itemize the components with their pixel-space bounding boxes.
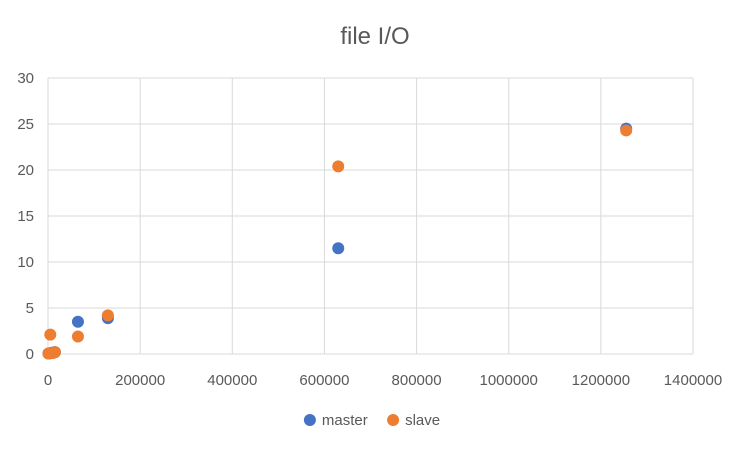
x-tick-label: 800000 [392, 372, 442, 389]
y-tick-label: 20 [17, 162, 34, 179]
y-tick-label: 30 [17, 70, 34, 87]
x-tick-label: 1400000 [664, 372, 722, 389]
x-tick-label: 1200000 [572, 372, 630, 389]
data-point-master [332, 242, 345, 255]
gridlines [47, 77, 694, 355]
legend: master slave [303, 412, 440, 429]
x-tick-label: 600000 [299, 372, 349, 389]
legend-label-slave: slave [405, 412, 440, 429]
data-point-slave [48, 346, 61, 359]
data-point-slave [332, 160, 345, 173]
x-tick-label: 1000000 [480, 372, 538, 389]
y-tick-label: 25 [17, 116, 34, 133]
data-points [42, 122, 633, 360]
y-tick-label: 5 [26, 300, 34, 317]
y-tick-label: 15 [17, 208, 34, 225]
chart-title: file I/O [340, 23, 409, 50]
legend-label-master: master [322, 412, 368, 429]
data-point-slave [44, 328, 57, 341]
data-point-slave [101, 309, 114, 322]
data-point-slave [620, 124, 633, 137]
legend-marker-master [303, 414, 316, 426]
legend-marker-slave [387, 414, 400, 426]
axis-tick-labels: 0 5 10 15 20 25 30 0 200000 400000 600000 800000 100… [17, 70, 722, 389]
y-tick-label: 0 [26, 346, 34, 363]
x-tick-label: 0 [44, 372, 52, 389]
x-tick-label: 200000 [115, 372, 165, 389]
x-tick-label: 400000 [207, 372, 257, 389]
data-point-master [71, 315, 84, 328]
data-point-slave [71, 330, 84, 343]
y-tick-label: 10 [17, 254, 34, 271]
